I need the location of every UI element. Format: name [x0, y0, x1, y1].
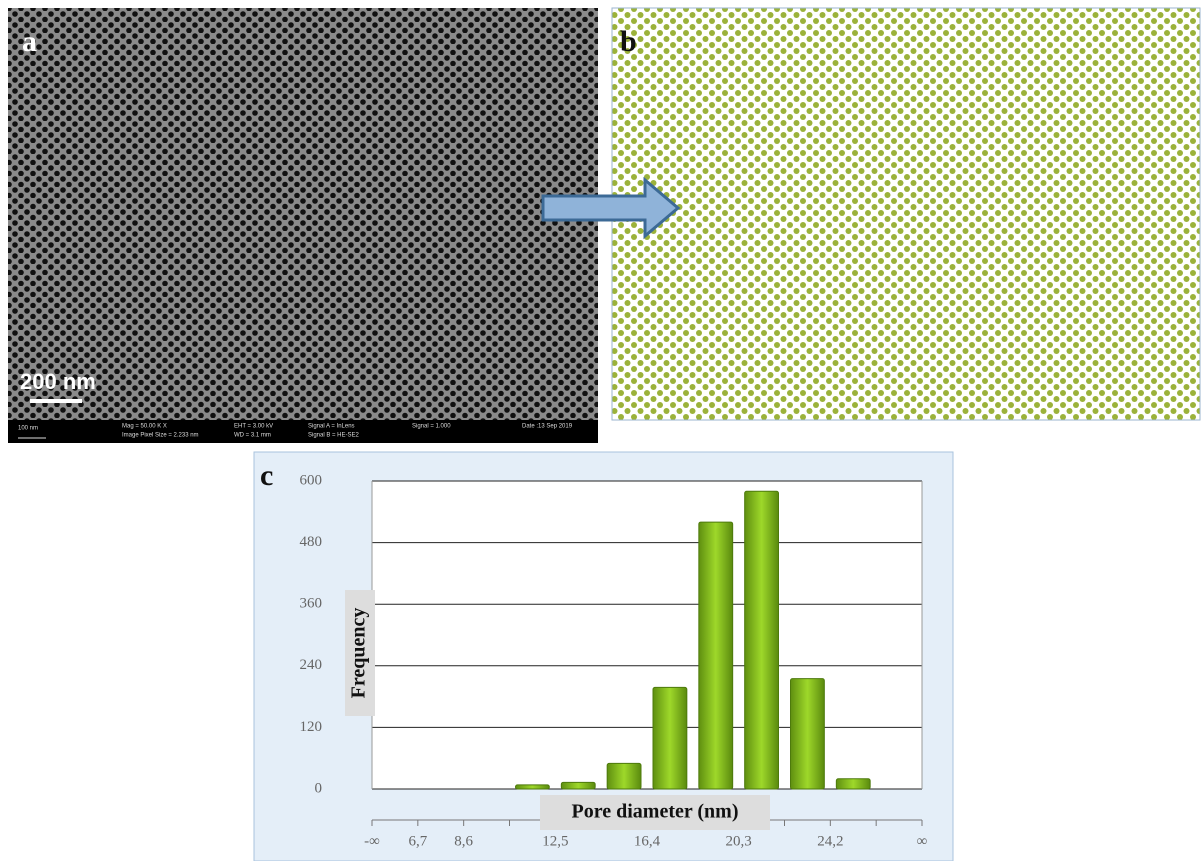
panel-a: a 200 nm 100 nm Mag = 50.00 K X Image Pi…	[8, 8, 598, 443]
panel-b: b	[611, 7, 1201, 421]
x-tick-label: 6,7	[408, 833, 427, 849]
y-tick-label: 0	[315, 780, 323, 796]
info-text: 100 nm	[18, 426, 38, 432]
plot-area	[372, 481, 922, 789]
scale-bar	[30, 399, 82, 403]
particle-map	[611, 7, 1201, 421]
x-tick-label: 20,3	[726, 833, 752, 849]
y-tick-label: 360	[300, 596, 323, 612]
x-tick-label: 12,5	[542, 833, 568, 849]
bar	[606, 762, 642, 790]
x-tick-label: -∞	[364, 833, 380, 849]
y-tick-label: 600	[300, 472, 323, 488]
x-tick-label: 8,6	[454, 833, 473, 849]
scale-text: 200 nm	[20, 369, 96, 394]
y-axis-title: Frequency	[348, 608, 370, 699]
bar	[698, 521, 734, 790]
y-tick-label: 240	[300, 657, 323, 673]
panel-label: c	[260, 459, 273, 492]
x-axis-title: Pore diameter (nm)	[572, 801, 739, 823]
info-text: EHT = 3.00 kV	[234, 424, 273, 430]
y-title-box	[345, 590, 375, 716]
bar	[560, 781, 596, 790]
info-text: Signal = 1.000	[412, 424, 451, 430]
y-tick-label: 480	[300, 534, 323, 550]
chart: 0 120 240 360 480 600 -∞ 6,7 8,6 12,5 16,4 20,3 24,2…	[300, 472, 928, 849]
info-text: Date :13 Sep 2019	[522, 424, 573, 430]
x-tick-label: ∞	[917, 833, 928, 849]
panel-label: a	[22, 25, 37, 58]
info-text: WD = 3.1 mm	[234, 433, 271, 439]
x-title-box	[540, 795, 770, 830]
bar	[515, 784, 550, 790]
x-tick-label: 16,4	[634, 833, 661, 849]
sem-image	[8, 8, 598, 420]
bar	[835, 778, 871, 790]
bar	[790, 678, 825, 790]
bar	[744, 490, 780, 790]
info-text: Signal B = HE-SE2	[308, 433, 360, 439]
bar	[652, 686, 688, 790]
info-text: Mag = 50.00 K X	[122, 424, 167, 430]
info-text: Signal A = InLens	[308, 424, 355, 430]
info-text: Image Pixel Size = 2.233 nm	[122, 433, 199, 439]
arrow	[541, 176, 681, 240]
panel-label: b	[620, 25, 637, 58]
info-bar	[8, 420, 598, 443]
y-tick-label: 120	[300, 719, 323, 735]
x-tick-label: 24,2	[817, 833, 843, 849]
